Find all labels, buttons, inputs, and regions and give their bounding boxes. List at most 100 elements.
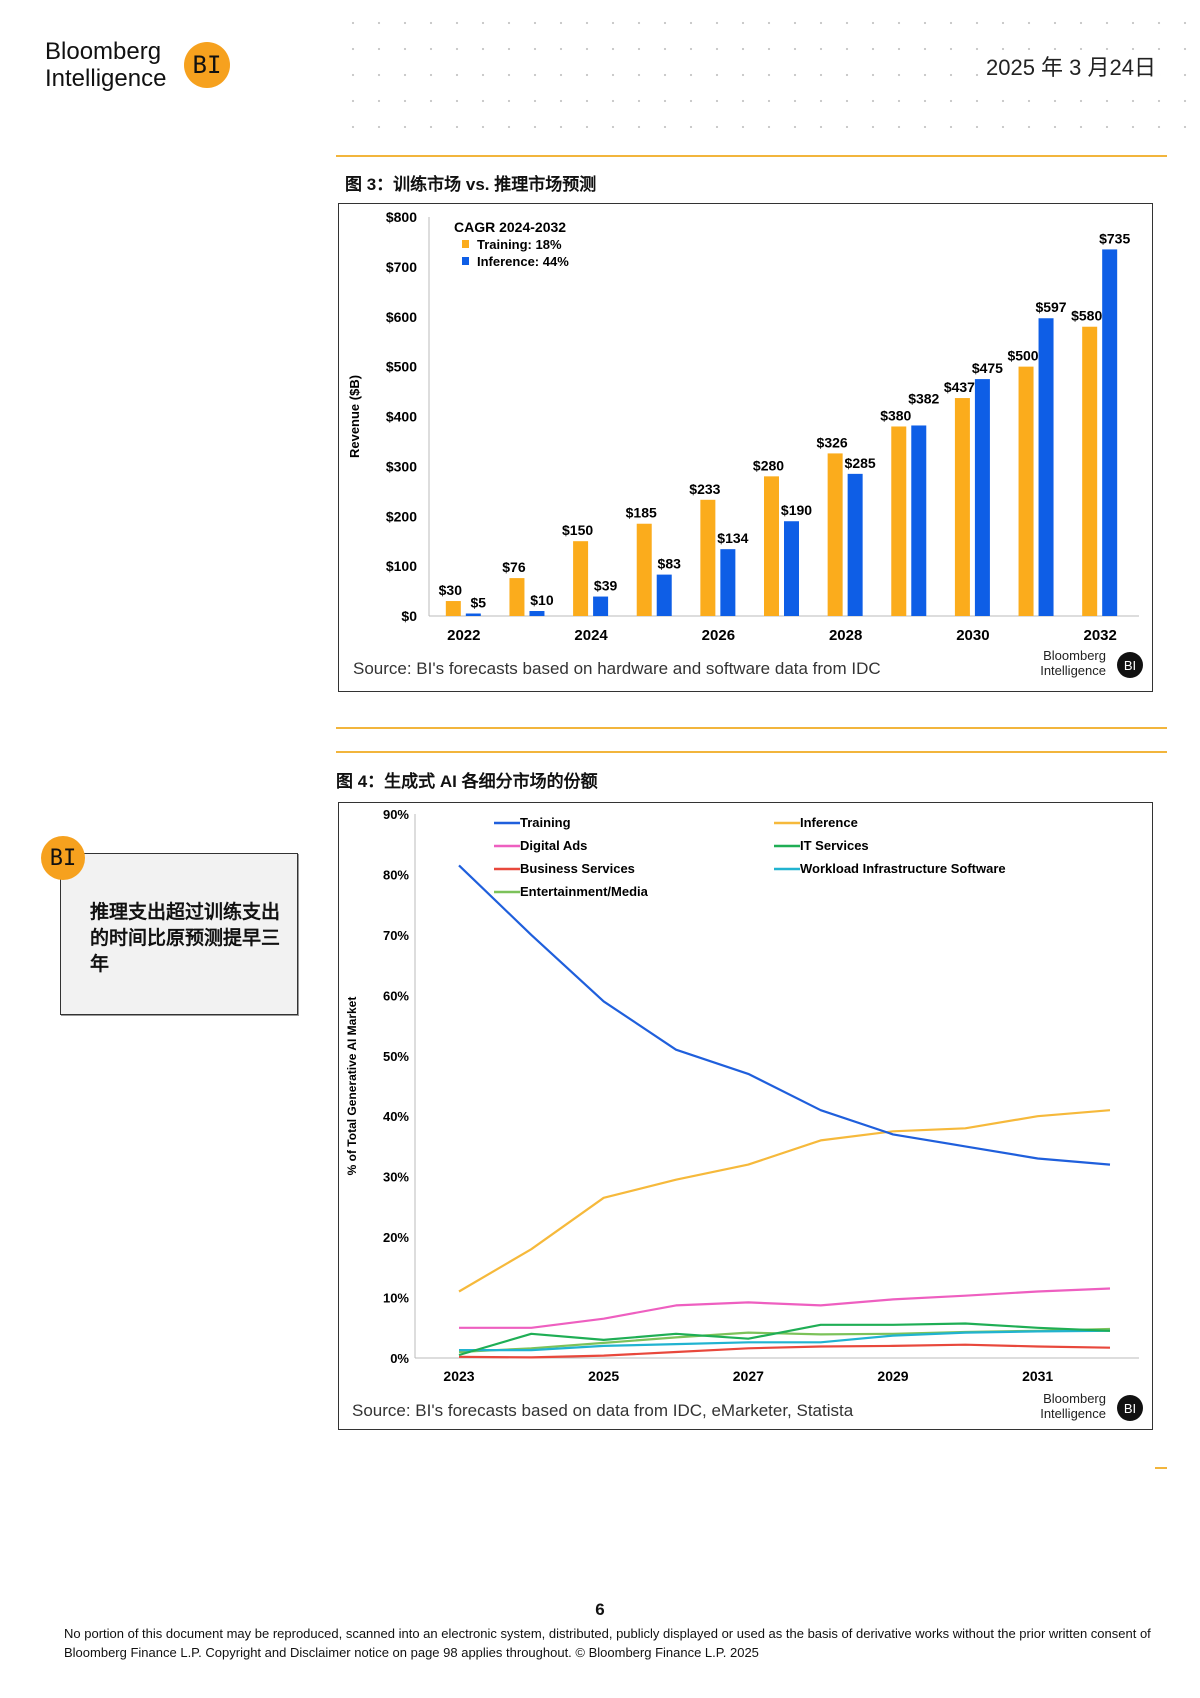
series-line-workload-infrastructure-software	[459, 1329, 1111, 1352]
callout-bi-badge: BI	[41, 836, 85, 880]
legend-label: Entertainment/Media	[520, 884, 649, 899]
data-label: $185	[626, 505, 657, 521]
series-line-business-services	[458, 1343, 1111, 1359]
y-tick-label: $0	[401, 608, 417, 624]
legend-label: Training	[520, 815, 571, 830]
y-tick-label: $600	[386, 309, 417, 325]
brand-badge: BI	[1124, 658, 1136, 673]
bi-brand-icon	[1117, 652, 1143, 678]
y-tick-label: 30%	[383, 1170, 409, 1185]
divider	[336, 751, 1167, 753]
bar-inference	[974, 379, 990, 616]
figure3-source: Source: BI's forecasts based on hardware…	[353, 659, 881, 678]
series-line-training	[458, 864, 1111, 1166]
data-label: $382	[908, 390, 939, 406]
brand-badge: BI	[1124, 1401, 1136, 1416]
legend-label: Workload Infrastructure Software	[800, 861, 1006, 876]
data-label: $134	[717, 530, 748, 546]
data-label: $597	[1035, 299, 1066, 315]
legend-swatch	[462, 240, 469, 248]
y-tick-label: $800	[386, 209, 417, 225]
x-tick-label: 2025	[588, 1368, 619, 1384]
data-label: $437	[944, 379, 975, 395]
figure3-chart: $0 $100 $200 $300 $400 $500 $600 $700 $800 Revenu…	[338, 203, 1153, 692]
data-label: $475	[972, 360, 1003, 376]
data-label: $380	[880, 407, 911, 423]
bar-inference	[911, 425, 927, 616]
bar-training	[509, 578, 525, 616]
bar-training	[1018, 366, 1034, 616]
data-label: $30	[439, 582, 463, 598]
brand-line2: Intelligence	[1040, 1406, 1106, 1421]
report-date: 2025 年 3 月24日	[982, 50, 1160, 82]
bar-training	[636, 523, 652, 616]
brand-line1: Bloomberg	[1043, 1391, 1106, 1406]
data-label: $150	[562, 522, 593, 538]
y-tick-label: 60%	[383, 988, 409, 1003]
y-tick-label: $300	[386, 458, 417, 474]
logo-line2: Intelligence	[45, 65, 167, 92]
brand-line1: Bloomberg	[1043, 648, 1106, 663]
bar-inference	[529, 611, 545, 616]
bar-training	[891, 426, 907, 616]
data-label: $76	[502, 559, 526, 575]
figure4-title: 图 4：生成式 AI 各细分市场的份额	[336, 772, 598, 791]
x-tick-label: 2031	[1022, 1368, 1053, 1384]
logo-line1: Bloomberg	[45, 38, 162, 65]
legend-title: CAGR 2024-2032	[454, 219, 566, 235]
legend-label: Business Services	[520, 861, 635, 876]
callout-box	[60, 853, 298, 1015]
data-label: $5	[471, 595, 487, 611]
bar-inference	[847, 473, 863, 616]
data-label: $326	[817, 434, 848, 450]
y-tick-label: 20%	[383, 1230, 409, 1245]
y-tick-label: 40%	[383, 1109, 409, 1124]
data-label: $233	[689, 481, 720, 497]
figure4-source: Source: BI's forecasts based on data fro…	[352, 1401, 854, 1420]
bar-inference	[465, 613, 481, 616]
data-label: $280	[753, 457, 784, 473]
series-line-it-services	[458, 1322, 1111, 1357]
bar-inference	[720, 549, 736, 616]
legend-label: Training: 18%	[477, 237, 562, 252]
series-line-inference	[458, 1109, 1111, 1293]
data-label: $10	[530, 592, 554, 608]
bloomberg-intelligence-logo: Bloomberg Intelligence	[45, 38, 166, 92]
y-tick-label: $700	[386, 259, 417, 275]
bar-training	[764, 476, 779, 616]
y-tick-label: 10%	[383, 1291, 409, 1306]
legend-label: IT Services	[800, 838, 869, 853]
bi-brand-icon	[1117, 1395, 1143, 1421]
figure3-title: 图 3：训练市场 vs. 推理市场预测	[345, 175, 597, 194]
x-tick-label: 2022	[447, 627, 480, 644]
x-tick-label: 2029	[877, 1368, 908, 1384]
y-tick-label: $100	[386, 558, 417, 574]
brand-line2: Intelligence	[1040, 663, 1106, 678]
y-tick-label: $500	[386, 359, 417, 375]
divider	[336, 155, 1167, 157]
series-line-digital-ads	[459, 1287, 1111, 1329]
bar-inference	[1102, 249, 1118, 616]
bar-training	[445, 601, 461, 616]
callout-text: 推理支出超过训练支出的时间比原预测提早三年	[90, 902, 281, 975]
bar-inference	[784, 521, 799, 616]
y-tick-label: $400	[386, 409, 417, 425]
data-label: $285	[845, 455, 876, 471]
bar-chart: $0 $100 $200 $300 $400 $500 $600 $700 $800 Revenu…	[347, 209, 1143, 678]
divider	[336, 727, 1167, 729]
x-tick-label: 2024	[574, 627, 608, 644]
y-tick-label: $200	[386, 508, 417, 524]
legend-label: Inference: 44%	[477, 254, 569, 269]
x-tick-label: 2028	[829, 627, 862, 644]
x-tick-label: 2027	[733, 1368, 764, 1384]
bar-training	[700, 499, 716, 616]
data-label: $83	[658, 556, 682, 572]
data-label: $735	[1099, 230, 1130, 246]
figure4-chart: 0% 10% 20% 30% 40% 50% 60% 70% 80% 90% % of Total …	[338, 802, 1153, 1430]
x-tick-label: 2032	[1083, 627, 1116, 644]
data-label: $500	[1007, 348, 1038, 364]
y-axis-title: % of Total Generative AI Market	[345, 997, 359, 1176]
data-label: $580	[1071, 308, 1102, 324]
data-label: $190	[781, 502, 812, 518]
orange-dash	[1155, 1467, 1167, 1469]
